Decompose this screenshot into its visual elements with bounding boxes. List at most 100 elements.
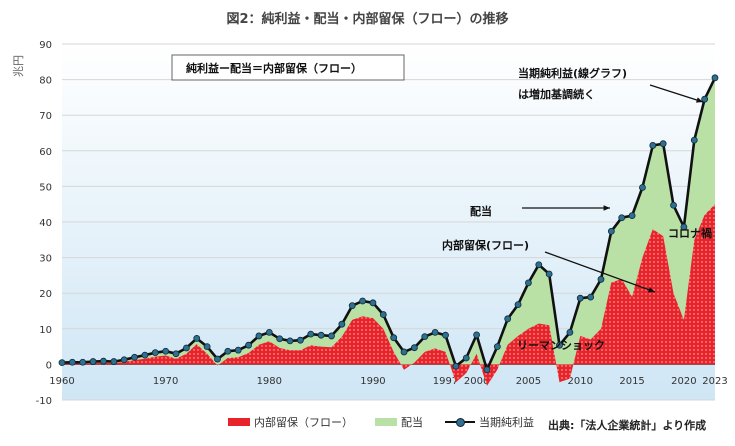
net-income-point bbox=[566, 328, 574, 336]
arrow-shaft bbox=[649, 84, 704, 103]
net-income-point bbox=[58, 359, 66, 367]
x-tick-label: 1997 bbox=[433, 376, 458, 387]
x-tick-label: 1970 bbox=[153, 376, 178, 387]
net-income-point bbox=[411, 344, 418, 352]
net-income-point bbox=[296, 336, 304, 344]
net-income-point bbox=[359, 297, 366, 305]
net-income-point bbox=[711, 74, 719, 82]
chart-title: 図2：純利益・配当・内部留保（フロー）の推移 bbox=[226, 12, 509, 27]
arrow-head bbox=[648, 287, 655, 293]
retained-arrow bbox=[544, 251, 656, 293]
net-income-point bbox=[535, 261, 543, 269]
net-income-point bbox=[89, 358, 97, 365]
corona-annotation: コロナ禍 bbox=[668, 226, 712, 240]
net-income-point bbox=[348, 302, 356, 310]
arrow-shaft bbox=[544, 251, 656, 293]
x-tick-label: 2000 bbox=[464, 376, 489, 387]
net-income-arrow bbox=[649, 84, 704, 103]
net-income-point bbox=[576, 294, 584, 302]
x-tick-label: 1960 bbox=[49, 376, 74, 387]
x-tick-label: 2015 bbox=[619, 376, 644, 387]
net-income-point bbox=[172, 350, 180, 358]
formula-annotation: 純利益ー配当＝内部留保（フロー） bbox=[186, 61, 362, 75]
net-income-point bbox=[493, 343, 501, 351]
net-income-point bbox=[525, 279, 532, 287]
formula-box bbox=[171, 54, 405, 81]
dividend-area bbox=[62, 77, 715, 386]
y-tick-label: 0 bbox=[46, 360, 52, 371]
legend-swatch-net bbox=[445, 417, 475, 427]
net-income-point bbox=[151, 349, 159, 357]
net-income-annotation-line1: 当期純利益(線グラフ) bbox=[518, 66, 627, 80]
arrow-head bbox=[696, 97, 703, 103]
y-tick-label: 30 bbox=[39, 254, 52, 265]
net-income-point bbox=[607, 227, 615, 235]
y-tick-label: 20 bbox=[39, 289, 52, 300]
x-tick-label: 1980 bbox=[257, 376, 282, 387]
dividend-arrow bbox=[522, 205, 610, 211]
net-income-point bbox=[649, 142, 657, 149]
y-tick-label: 70 bbox=[39, 111, 52, 122]
net-income-point bbox=[182, 344, 190, 352]
net-income-point bbox=[224, 347, 232, 355]
net-income-point bbox=[670, 201, 677, 209]
x-tick-label: 2005 bbox=[516, 376, 541, 387]
legend: 内部留保（フロー） 配当 当期純利益 bbox=[228, 414, 556, 430]
net-income-point bbox=[431, 328, 439, 336]
net-income-point bbox=[193, 335, 201, 342]
net-income-point bbox=[328, 332, 335, 340]
net-income-point bbox=[504, 315, 512, 323]
net-income-point bbox=[100, 357, 107, 365]
y-tick-label: 80 bbox=[39, 76, 52, 87]
x-tick-label: 2023 bbox=[702, 376, 727, 387]
net-income-point bbox=[234, 346, 242, 354]
net-income-point bbox=[255, 332, 263, 340]
retained-annotation: 内部留保(フロー) bbox=[442, 238, 529, 252]
net-income-point bbox=[483, 366, 491, 374]
net-income-point bbox=[141, 351, 149, 359]
net-income-point bbox=[79, 358, 87, 366]
legend-swatch-retained bbox=[228, 418, 250, 426]
y-tick-label: 90 bbox=[39, 40, 52, 51]
y-tick-label: 60 bbox=[39, 147, 52, 158]
net-income-annotation-line2: は増加基調続く bbox=[518, 87, 595, 101]
net-income-point bbox=[276, 335, 284, 343]
net-income-point bbox=[545, 270, 553, 278]
arrow-head bbox=[603, 205, 610, 211]
legend-item-dividend: 配当 bbox=[375, 414, 423, 430]
net-income-line bbox=[61, 77, 717, 371]
net-income-point bbox=[369, 299, 377, 307]
net-income-point bbox=[286, 337, 294, 345]
net-income-point bbox=[587, 293, 595, 301]
net-income-point bbox=[131, 353, 138, 361]
retained-earnings-area bbox=[62, 204, 715, 386]
x-tick-label: 2010 bbox=[568, 376, 593, 387]
net-income-point bbox=[265, 328, 273, 336]
net-income-point bbox=[317, 331, 325, 339]
net-income-point bbox=[628, 212, 636, 219]
net-income-point bbox=[618, 214, 626, 222]
net-income-point bbox=[452, 362, 460, 370]
legend-item-retained: 内部留保（フロー） bbox=[228, 414, 353, 430]
y-tick-label: 50 bbox=[39, 182, 52, 193]
net-income-point bbox=[514, 301, 522, 308]
legend-label-net: 当期純利益 bbox=[479, 416, 534, 429]
legend-label-retained: 内部留保（フロー） bbox=[254, 416, 353, 429]
net-income-point bbox=[120, 356, 128, 364]
net-income-point bbox=[390, 334, 398, 342]
net-income-point bbox=[68, 358, 76, 366]
net-income-point bbox=[421, 333, 429, 341]
net-income-point bbox=[701, 95, 709, 103]
net-income-point bbox=[442, 331, 449, 339]
y-tick-label: -10 bbox=[36, 396, 52, 407]
net-income-point bbox=[556, 341, 563, 349]
net-income-point bbox=[110, 358, 118, 365]
dividend-annotation: 配当 bbox=[470, 204, 492, 218]
net-income-point bbox=[690, 136, 698, 144]
y-tick-label: 40 bbox=[39, 218, 52, 229]
legend-label-dividend: 配当 bbox=[401, 416, 423, 429]
net-income-point bbox=[473, 331, 481, 339]
net-income-point bbox=[214, 355, 221, 363]
x-tick-label: 1990 bbox=[360, 376, 385, 387]
net-income-point bbox=[245, 341, 252, 349]
